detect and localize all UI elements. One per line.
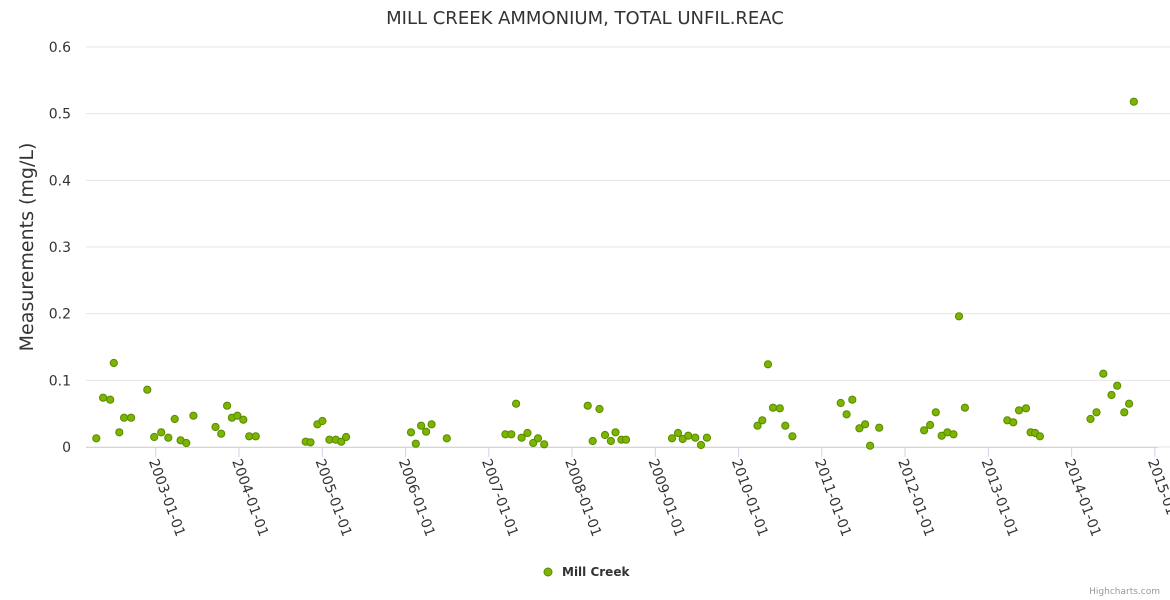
data-point[interactable] bbox=[239, 415, 248, 424]
data-point[interactable] bbox=[99, 393, 108, 402]
data-point[interactable] bbox=[1107, 390, 1116, 400]
data-point[interactable] bbox=[1009, 418, 1018, 427]
data-point[interactable] bbox=[523, 428, 532, 438]
data-point[interactable] bbox=[931, 408, 940, 417]
y-tick-label: 0.3 bbox=[49, 240, 71, 256]
y-tick-label: 0 bbox=[62, 440, 71, 456]
data-point[interactable] bbox=[775, 404, 784, 413]
data-point[interactable] bbox=[753, 421, 762, 430]
credits-link[interactable]: Highcharts.com bbox=[1089, 587, 1160, 597]
data-point[interactable] bbox=[115, 428, 124, 437]
data-point[interactable] bbox=[507, 430, 516, 439]
data-point[interactable] bbox=[920, 426, 929, 435]
data-point[interactable] bbox=[422, 427, 431, 436]
legend-item-mill-creek[interactable]: Mill Creek bbox=[562, 565, 630, 579]
data-point[interactable] bbox=[848, 395, 857, 404]
data-point[interactable] bbox=[1014, 406, 1024, 415]
chart-title: MILL CREEK AMMONIUM, TOTAL UNFIL.REAC bbox=[386, 8, 784, 29]
y-axis-ticks: 0 0.1 0.2 0.3 0.4 0.5 0.6 bbox=[49, 40, 71, 456]
data-point[interactable] bbox=[673, 428, 683, 438]
data-point[interactable] bbox=[954, 312, 964, 321]
data-point[interactable] bbox=[768, 403, 778, 412]
data-point[interactable] bbox=[1113, 381, 1122, 390]
data-point[interactable] bbox=[842, 410, 851, 419]
data-point[interactable] bbox=[1035, 432, 1045, 441]
data-point[interactable] bbox=[157, 428, 166, 437]
data-point[interactable] bbox=[621, 435, 631, 444]
y-tick-label: 0.6 bbox=[49, 40, 71, 56]
legend[interactable]: Mill Creek bbox=[543, 565, 630, 579]
data-point[interactable] bbox=[517, 433, 526, 442]
data-point[interactable] bbox=[583, 401, 592, 410]
data-point[interactable] bbox=[127, 413, 136, 422]
data-point[interactable] bbox=[533, 434, 543, 443]
data-point[interactable] bbox=[150, 432, 159, 442]
data-point[interactable] bbox=[875, 423, 884, 432]
data-point[interactable] bbox=[170, 414, 179, 424]
data-point[interactable] bbox=[855, 424, 864, 433]
data-point[interactable] bbox=[318, 416, 327, 426]
data-point[interactable] bbox=[1125, 399, 1134, 408]
data-point[interactable] bbox=[696, 440, 706, 450]
data-point[interactable] bbox=[233, 411, 242, 420]
data-point[interactable] bbox=[427, 420, 436, 429]
data-point[interactable] bbox=[1129, 97, 1138, 106]
data-point[interactable] bbox=[512, 399, 521, 408]
data-point[interactable] bbox=[788, 432, 797, 441]
data-point[interactable] bbox=[836, 398, 845, 408]
series-mill-creek[interactable] bbox=[92, 97, 1138, 450]
data-point[interactable] bbox=[781, 421, 790, 430]
data-point[interactable] bbox=[164, 433, 173, 442]
data-point[interactable] bbox=[691, 433, 700, 442]
y-tick-label: 0.2 bbox=[49, 307, 71, 323]
data-point[interactable] bbox=[960, 403, 970, 412]
data-point[interactable] bbox=[411, 439, 420, 448]
data-point[interactable] bbox=[337, 437, 346, 446]
data-point[interactable] bbox=[861, 420, 870, 429]
legend-marker[interactable] bbox=[543, 567, 553, 577]
data-point[interactable] bbox=[684, 431, 693, 440]
data-point[interactable] bbox=[758, 416, 767, 425]
data-point[interactable] bbox=[611, 428, 620, 437]
data-point[interactable] bbox=[442, 434, 451, 443]
y-tick-label: 0.4 bbox=[49, 173, 71, 189]
data-point[interactable] bbox=[120, 413, 129, 422]
data-point[interactable] bbox=[109, 358, 118, 368]
data-point[interactable] bbox=[588, 436, 597, 446]
data-point[interactable] bbox=[595, 404, 604, 414]
data-point[interactable] bbox=[926, 420, 935, 430]
data-point[interactable] bbox=[217, 429, 226, 438]
data-point[interactable] bbox=[667, 434, 677, 443]
data-point[interactable] bbox=[342, 432, 351, 442]
y-axis-label: Measurements (mg/L) bbox=[16, 143, 38, 352]
data-point[interactable] bbox=[866, 441, 875, 450]
data-point[interactable] bbox=[251, 432, 260, 441]
data-point[interactable] bbox=[1086, 414, 1095, 424]
data-point[interactable] bbox=[143, 385, 152, 394]
data-point[interactable] bbox=[606, 436, 616, 446]
y-tick-label: 0.5 bbox=[49, 107, 71, 123]
data-point[interactable] bbox=[306, 438, 315, 447]
data-point[interactable] bbox=[406, 428, 416, 437]
data-point[interactable] bbox=[600, 430, 610, 440]
data-point[interactable] bbox=[763, 360, 773, 369]
data-point[interactable] bbox=[1021, 404, 1031, 413]
data-point[interactable] bbox=[223, 401, 232, 410]
data-point[interactable] bbox=[529, 438, 538, 448]
data-point[interactable] bbox=[1099, 369, 1108, 378]
data-point[interactable] bbox=[211, 422, 220, 432]
data-point[interactable] bbox=[540, 440, 549, 449]
data-point[interactable] bbox=[92, 434, 101, 443]
data-point[interactable] bbox=[1120, 408, 1129, 417]
data-point[interactable] bbox=[189, 411, 198, 420]
data-point[interactable] bbox=[417, 421, 426, 430]
data-point[interactable] bbox=[702, 433, 712, 442]
data-point[interactable] bbox=[1092, 408, 1101, 417]
data-point[interactable] bbox=[949, 430, 958, 439]
data-point[interactable] bbox=[182, 438, 191, 448]
y-tick-label: 0.1 bbox=[49, 373, 71, 389]
data-point[interactable] bbox=[106, 395, 115, 404]
